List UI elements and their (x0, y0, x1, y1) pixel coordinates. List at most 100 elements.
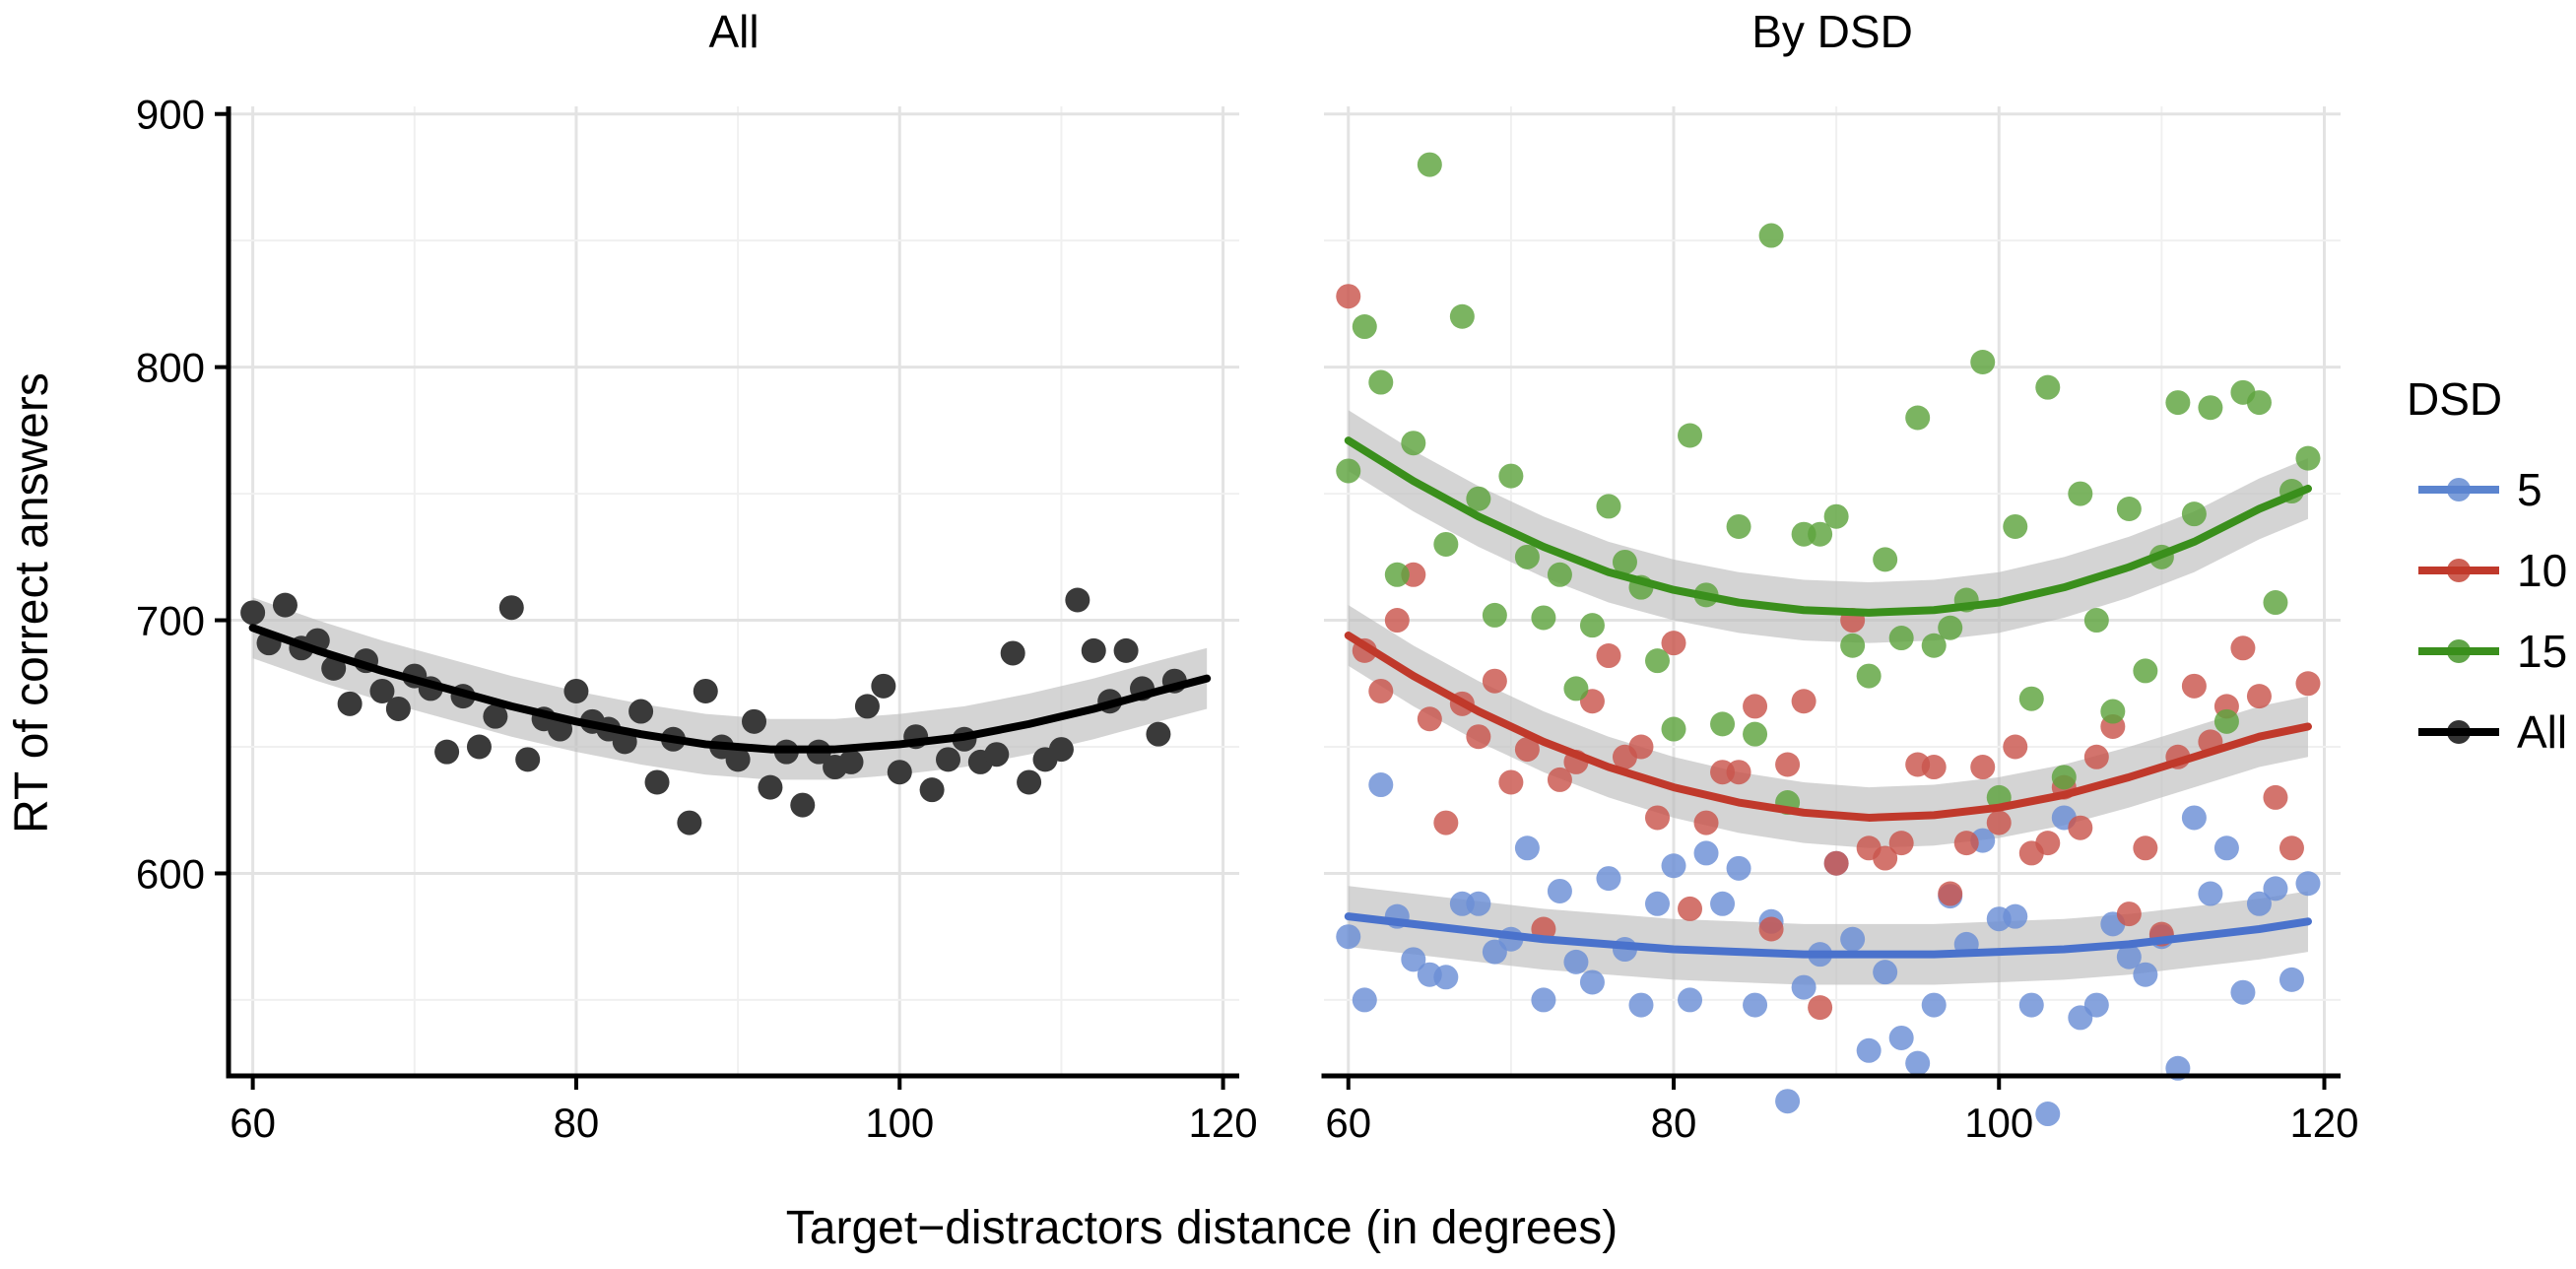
data-point-15 (1384, 562, 1410, 587)
data-point-5 (1596, 866, 1621, 892)
legend-entry: 10 (2418, 545, 2567, 596)
data-point-15 (1888, 626, 1914, 651)
y-axis-title: RT of correct answers (6, 372, 58, 834)
panel-all-fit-lines (248, 624, 1212, 754)
data-point-5 (1336, 924, 1361, 950)
data-point-10 (1628, 734, 1654, 760)
data-point-5 (1840, 926, 1866, 952)
data-point-5 (2295, 871, 2321, 897)
data-point-15 (2116, 497, 2142, 522)
data-point-15 (2068, 481, 2093, 506)
data-point-10 (1921, 755, 1947, 780)
panel-title-by-dsd: By DSD (1751, 6, 1913, 57)
data-point-15 (2213, 708, 2239, 734)
data-point-15 (2263, 590, 2288, 616)
data-point-10 (1938, 881, 1963, 906)
fit-line-all (248, 624, 1212, 754)
data-point-5 (1678, 987, 1703, 1013)
data-point-all (854, 694, 880, 719)
data-point-15 (1710, 711, 1736, 737)
data-point-5 (1433, 965, 1459, 990)
data-point-15 (1808, 521, 1833, 547)
legend-label: 5 (2517, 464, 2543, 515)
data-point-15 (1563, 676, 1589, 701)
data-point-15 (2181, 501, 2207, 527)
data-point-15 (2133, 658, 2158, 684)
data-point-all (1017, 769, 1042, 795)
data-point-10 (1986, 810, 2012, 835)
legend-entry: All (2418, 706, 2567, 758)
fit-line-5 (1344, 912, 2312, 959)
data-point-5 (2133, 962, 2158, 987)
data-point-10 (1514, 737, 1540, 763)
x-axis-title: Target−distractors distance (in degrees) (786, 1202, 1618, 1254)
data-point-all (936, 747, 961, 772)
data-point-15 (1661, 716, 1686, 742)
x-tick-label: 60 (1325, 1100, 1371, 1146)
data-point-15 (1921, 633, 1947, 658)
data-point-10 (1775, 752, 1801, 777)
data-point-10 (1743, 694, 1768, 719)
legend-title: DSD (2407, 373, 2502, 425)
data-point-5 (1563, 949, 1589, 974)
data-point-10 (1466, 724, 1491, 750)
data-point-15 (1644, 648, 1670, 674)
data-point-10 (2246, 684, 2272, 709)
data-point-all (466, 734, 492, 760)
data-point-all (725, 747, 751, 772)
data-point-15 (2246, 390, 2272, 416)
data-point-15 (1743, 721, 1768, 747)
legend-key-point (2447, 720, 2471, 744)
data-point-10 (1433, 810, 1459, 835)
data-point-all (321, 655, 347, 681)
data-point-15 (1514, 544, 1540, 569)
data-point-10 (2279, 835, 2304, 861)
data-point-5 (1791, 974, 1816, 1000)
legend-key-point (2447, 478, 2471, 501)
panel-all: All 60 80 100 120 600 700 800 900 (136, 6, 1258, 1146)
data-point-15 (1433, 531, 1459, 557)
data-point-all (919, 777, 945, 803)
data-point-15 (1466, 486, 1491, 511)
data-point-all (434, 739, 460, 765)
data-point-5 (1921, 992, 1947, 1018)
panel-by-dsd-fit-lines (1344, 436, 2312, 959)
data-point-10 (2230, 635, 2256, 661)
data-point-10 (1726, 760, 1751, 785)
data-point-10 (1953, 831, 1979, 856)
data-point-all (644, 769, 670, 795)
data-point-5 (1547, 878, 1572, 903)
data-point-10 (1547, 767, 1572, 792)
data-point-all (337, 691, 363, 716)
data-point-all (628, 699, 654, 724)
data-point-5 (1531, 987, 1556, 1013)
data-point-10 (2295, 671, 2321, 697)
data-point-10 (1384, 608, 1410, 634)
x-tick-label: 100 (1964, 1100, 2033, 1146)
data-point-10 (2035, 831, 2061, 856)
data-point-all (1000, 640, 1025, 666)
data-point-10 (1888, 831, 1914, 856)
data-point-10 (1758, 916, 1784, 942)
data-point-all (385, 696, 411, 721)
data-point-15 (1352, 314, 1377, 340)
data-point-5 (1368, 772, 1394, 798)
data-point-all (369, 678, 395, 703)
data-point-all (790, 792, 816, 818)
data-point-10 (2181, 673, 2207, 699)
data-point-5 (1888, 1025, 1914, 1050)
data-point-all (984, 742, 1010, 768)
panel-by-dsd: By DSD 60 80 100 120 (1321, 6, 2359, 1146)
data-point-all (515, 747, 541, 772)
y-tick-label: 800 (136, 345, 205, 391)
data-point-5 (1710, 891, 1736, 916)
data-point-15 (1336, 458, 1361, 484)
data-point-5 (2181, 805, 2207, 831)
x-tick-label: 120 (1189, 1100, 1258, 1146)
data-point-all (1065, 587, 1090, 613)
legend-entry: 15 (2418, 626, 2567, 677)
panel-by-dsd-ticks: 60 80 100 120 (1325, 1076, 2359, 1146)
data-point-all (1048, 737, 1074, 763)
data-point-all (563, 678, 589, 703)
data-point-5 (1743, 992, 1768, 1018)
